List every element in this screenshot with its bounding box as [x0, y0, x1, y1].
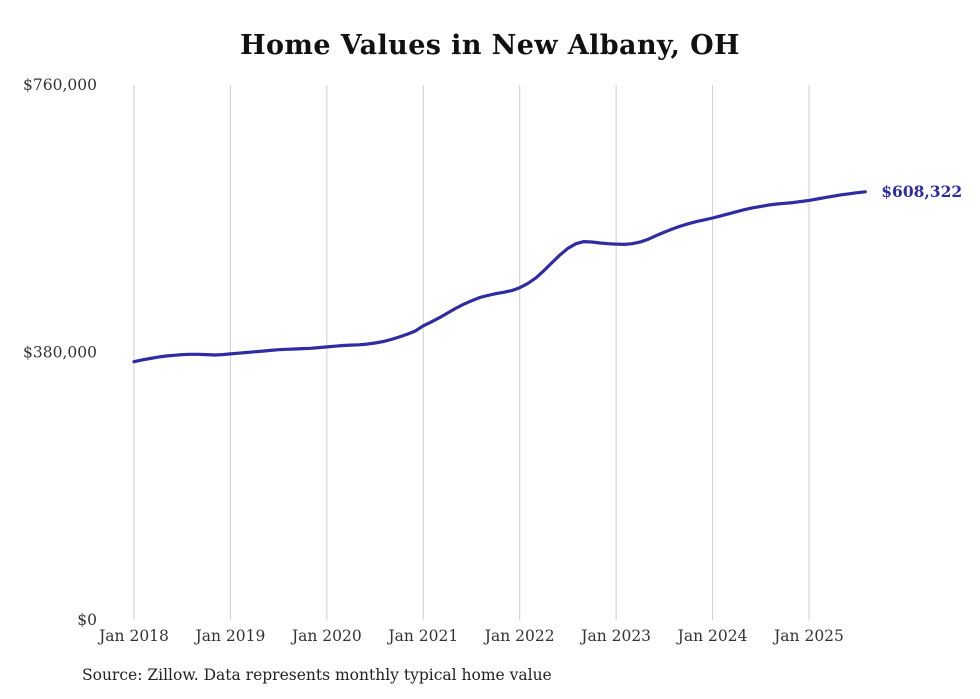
x-tick-label: Jan 2021	[386, 627, 458, 645]
home-value-line	[132, 190, 867, 364]
x-tick-label: Jan 2020	[290, 627, 362, 645]
home-values-line-chart: Jan 2018 Jan 2019 Jan 2020 Jan 2021 Jan 2022…	[23, 76, 867, 645]
latest-value-label: $608,322	[881, 181, 963, 201]
chart-title: Home Values in New Albany, OH	[240, 30, 740, 61]
x-tick-label: Jan 2018	[97, 627, 169, 645]
y-tick-label: $760,000	[23, 76, 97, 94]
x-tick-label: Jan 2019	[194, 627, 266, 645]
x-tick-label: Jan 2025	[772, 627, 844, 645]
x-tick-label: Jan 2023	[579, 627, 651, 645]
x-tick-label: Jan 2024	[676, 627, 748, 645]
y-tick-label: $0	[77, 611, 97, 629]
source-note: Source: Zillow. Data represents monthly …	[82, 666, 552, 684]
x-tick-label: Jan 2022	[483, 627, 555, 645]
y-tick-label: $380,000	[23, 344, 97, 362]
